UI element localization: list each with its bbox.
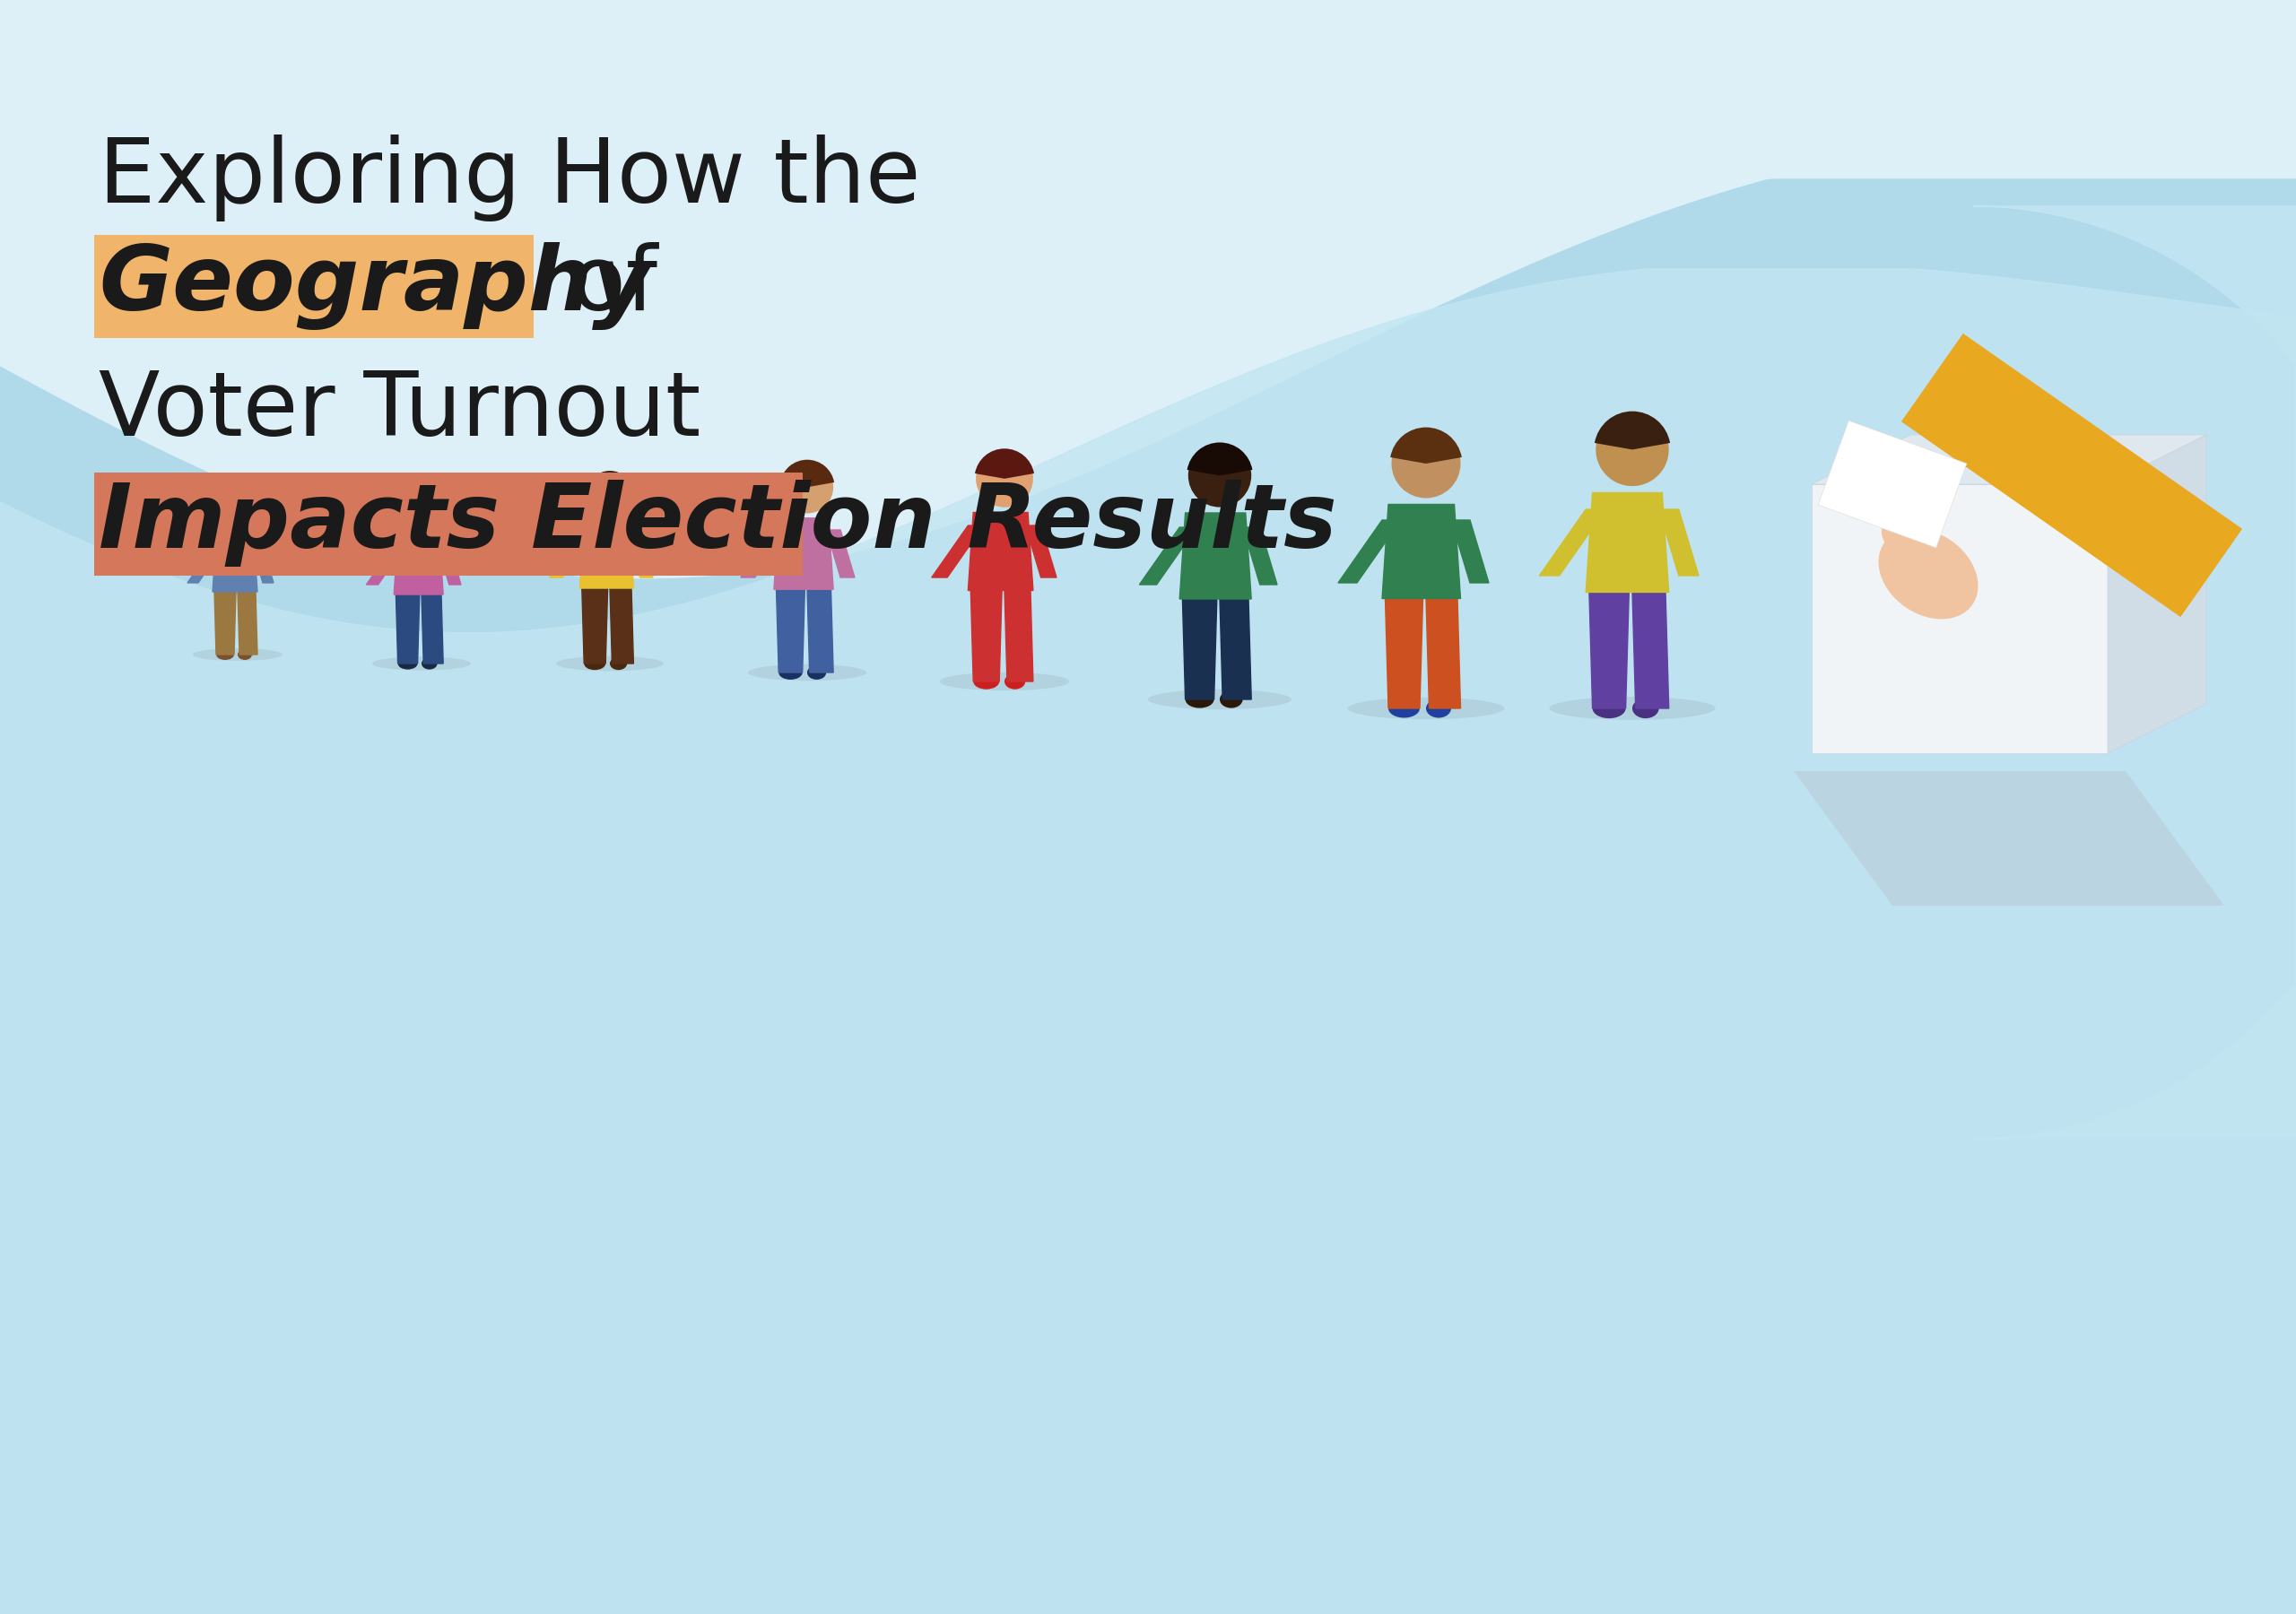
Polygon shape [1793, 771, 2225, 905]
Polygon shape [808, 589, 833, 673]
Circle shape [400, 487, 443, 531]
Text: of: of [542, 242, 657, 329]
Polygon shape [1384, 599, 1424, 709]
Polygon shape [1026, 526, 1056, 578]
Ellipse shape [1219, 691, 1242, 709]
Wedge shape [400, 487, 443, 510]
Circle shape [1596, 413, 1669, 486]
Wedge shape [976, 449, 1033, 479]
Ellipse shape [1880, 523, 1922, 562]
Polygon shape [0, 179, 2296, 1614]
Ellipse shape [1593, 699, 1626, 718]
Polygon shape [1451, 520, 1488, 583]
Polygon shape [422, 594, 443, 663]
Polygon shape [1901, 334, 2243, 617]
Ellipse shape [583, 657, 606, 670]
Circle shape [781, 462, 833, 513]
Ellipse shape [974, 673, 999, 689]
Polygon shape [1589, 592, 1628, 709]
Polygon shape [2108, 434, 2206, 754]
Polygon shape [742, 529, 788, 578]
Polygon shape [627, 534, 652, 578]
Polygon shape [1812, 484, 2108, 754]
Polygon shape [1538, 510, 1605, 576]
Polygon shape [239, 592, 257, 655]
Polygon shape [367, 546, 406, 584]
Wedge shape [1391, 428, 1463, 463]
Ellipse shape [611, 657, 627, 670]
Polygon shape [827, 529, 854, 578]
Polygon shape [611, 587, 634, 663]
Ellipse shape [239, 649, 253, 660]
Wedge shape [585, 471, 634, 495]
Polygon shape [395, 594, 420, 663]
Polygon shape [549, 534, 592, 578]
Ellipse shape [216, 649, 234, 660]
Circle shape [1391, 429, 1460, 499]
Polygon shape [969, 513, 1033, 591]
Polygon shape [579, 523, 634, 587]
Polygon shape [1812, 434, 2206, 484]
Wedge shape [1593, 412, 1669, 450]
Ellipse shape [1185, 691, 1215, 709]
Ellipse shape [372, 657, 471, 670]
Polygon shape [395, 536, 443, 594]
Ellipse shape [1878, 529, 1979, 620]
Polygon shape [1382, 504, 1460, 599]
Circle shape [976, 450, 1033, 507]
Polygon shape [436, 546, 461, 584]
Polygon shape [188, 547, 223, 583]
Polygon shape [932, 526, 983, 578]
Text: Impacts Election Results: Impacts Election Results [99, 479, 1336, 567]
Polygon shape [1972, 207, 2296, 1139]
Polygon shape [1632, 592, 1669, 709]
Polygon shape [776, 589, 806, 673]
FancyBboxPatch shape [94, 473, 804, 576]
Polygon shape [581, 587, 608, 663]
Polygon shape [1139, 528, 1196, 584]
Polygon shape [1182, 599, 1217, 699]
Ellipse shape [422, 657, 436, 670]
Text: Exploring How the: Exploring How the [99, 134, 921, 221]
Polygon shape [253, 547, 273, 583]
Text: Voter Turnout: Voter Turnout [99, 368, 700, 455]
Wedge shape [218, 494, 257, 515]
Polygon shape [774, 518, 833, 589]
Polygon shape [1180, 513, 1251, 599]
Polygon shape [214, 537, 257, 592]
Polygon shape [1426, 599, 1460, 709]
Ellipse shape [1006, 673, 1026, 689]
Polygon shape [1219, 599, 1251, 699]
Circle shape [218, 495, 257, 534]
Ellipse shape [748, 665, 866, 681]
Ellipse shape [397, 657, 418, 670]
Polygon shape [1587, 492, 1669, 592]
Ellipse shape [1348, 697, 1504, 720]
Text: Geography: Geography [99, 242, 650, 329]
Polygon shape [1006, 591, 1033, 681]
Ellipse shape [808, 665, 827, 679]
Polygon shape [971, 591, 1001, 681]
Ellipse shape [1550, 697, 1715, 720]
Ellipse shape [778, 665, 801, 679]
Polygon shape [214, 592, 236, 655]
Polygon shape [1339, 520, 1401, 583]
Ellipse shape [193, 649, 282, 660]
Ellipse shape [556, 655, 664, 671]
Ellipse shape [1426, 699, 1451, 718]
FancyBboxPatch shape [94, 236, 533, 337]
Circle shape [585, 471, 634, 520]
Ellipse shape [1389, 699, 1419, 718]
Polygon shape [0, 270, 2296, 1614]
Polygon shape [1818, 421, 1968, 547]
Ellipse shape [939, 673, 1070, 691]
Polygon shape [1658, 510, 1699, 576]
FancyBboxPatch shape [1961, 454, 2057, 466]
Circle shape [1189, 444, 1251, 507]
Ellipse shape [1148, 689, 1290, 710]
Wedge shape [781, 460, 833, 487]
Ellipse shape [1632, 699, 1658, 718]
Polygon shape [1242, 528, 1277, 584]
Wedge shape [1187, 442, 1251, 476]
